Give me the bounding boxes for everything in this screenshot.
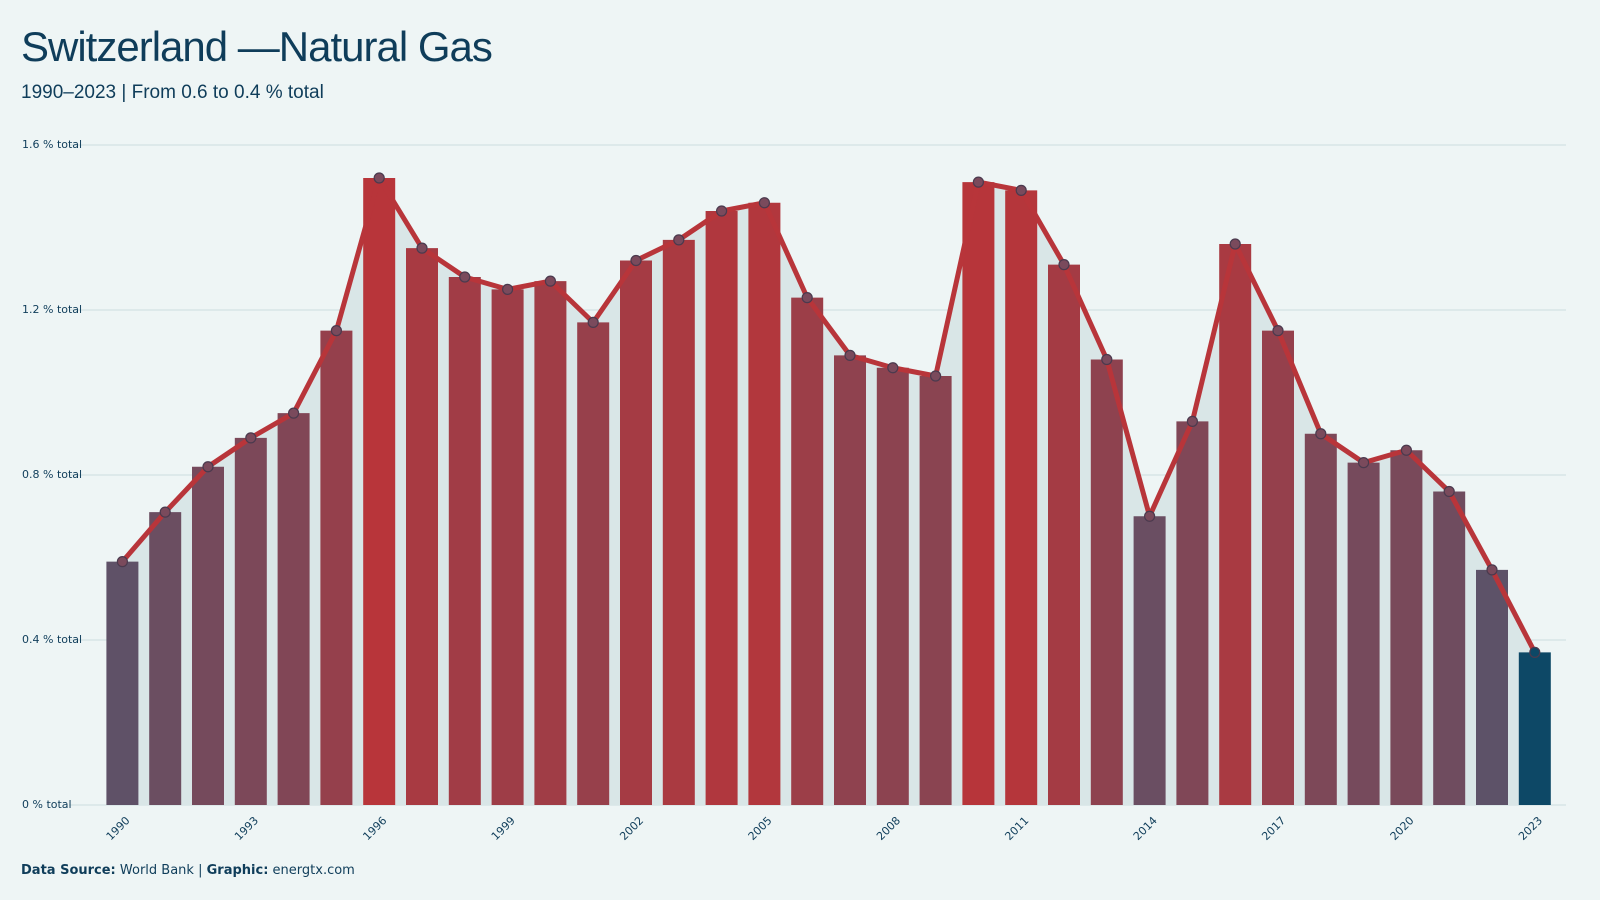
point xyxy=(288,407,300,419)
point xyxy=(1015,184,1027,196)
x-tick-label: 2011 xyxy=(1002,814,1031,843)
x-tick-label: 2002 xyxy=(617,814,646,843)
bar xyxy=(1433,491,1466,805)
bar xyxy=(1304,433,1337,805)
point xyxy=(715,205,728,217)
point xyxy=(1529,646,1541,658)
bar xyxy=(106,561,139,805)
x-tick-label: 2023 xyxy=(1516,814,1545,843)
bar xyxy=(662,239,695,805)
bar xyxy=(919,376,952,805)
bar xyxy=(1090,359,1123,805)
point xyxy=(459,271,471,283)
source: World Bank xyxy=(120,863,195,878)
graphic-label: Graphic: xyxy=(207,863,269,878)
bar xyxy=(149,512,182,805)
x-tick-label: 2017 xyxy=(1259,814,1288,843)
point xyxy=(929,370,942,382)
footer: Data Source: World Bank | Graphic: energ… xyxy=(21,863,355,878)
bar xyxy=(534,281,567,805)
point xyxy=(1357,457,1370,469)
point xyxy=(202,461,214,473)
bar xyxy=(363,178,396,805)
point xyxy=(416,242,428,254)
bar xyxy=(1219,244,1252,805)
y-tick-label: 0.8 % total xyxy=(22,468,82,481)
separator: | xyxy=(198,863,202,878)
point xyxy=(801,292,813,304)
point xyxy=(502,283,514,295)
bar xyxy=(834,355,866,805)
bar xyxy=(791,297,824,805)
point xyxy=(587,316,599,328)
bar xyxy=(1133,516,1166,805)
bar xyxy=(1347,462,1380,805)
point xyxy=(1101,353,1113,366)
x-tick-label: 2020 xyxy=(1388,814,1417,843)
chart-subtitle: 1990–2023 | From 0.6 to 0.4 % total xyxy=(21,82,324,103)
graphic: energtx.com xyxy=(273,863,355,878)
x-tick-label: 2008 xyxy=(874,814,903,843)
x-tick-label: 1996 xyxy=(360,814,389,843)
bar xyxy=(320,330,353,805)
point xyxy=(1143,510,1156,522)
point xyxy=(330,325,342,337)
point xyxy=(972,176,985,188)
point xyxy=(1400,444,1413,456)
bar xyxy=(1518,652,1551,805)
source-label: Data Source: xyxy=(21,863,116,878)
chart-title: Switzerland —Natural Gas xyxy=(21,23,492,70)
bar xyxy=(620,260,652,805)
bar xyxy=(876,367,909,805)
point xyxy=(373,172,385,184)
y-tick-label: 0 % total xyxy=(22,798,72,811)
point xyxy=(758,197,771,209)
bar xyxy=(1476,569,1508,805)
x-tick-label: 2005 xyxy=(746,814,775,843)
line xyxy=(120,175,1538,654)
point xyxy=(116,556,129,568)
bar xyxy=(577,322,610,805)
point xyxy=(887,362,899,374)
point xyxy=(1186,415,1199,427)
point xyxy=(630,254,642,267)
bar xyxy=(234,437,267,805)
y-tick-label: 1.6 % total xyxy=(22,138,82,151)
point xyxy=(1229,238,1241,250)
point xyxy=(673,234,685,246)
point xyxy=(1315,428,1327,440)
bar xyxy=(962,182,995,805)
point xyxy=(1058,259,1070,271)
x-tick-label: 1993 xyxy=(232,814,261,843)
point xyxy=(1486,564,1498,576)
bar xyxy=(705,211,738,805)
bar xyxy=(192,466,224,805)
bar xyxy=(1048,264,1080,805)
bar xyxy=(406,248,438,805)
y-tick-label: 1.2 % total xyxy=(22,303,82,316)
point xyxy=(1272,325,1284,337)
bar xyxy=(448,277,481,805)
bar xyxy=(748,202,781,805)
bar xyxy=(1390,450,1423,805)
bar xyxy=(1005,190,1038,805)
bar xyxy=(1176,421,1209,805)
x-tick-label: 1990 xyxy=(104,814,133,843)
bar xyxy=(1262,330,1294,805)
point xyxy=(844,349,856,361)
x-tick-label: 1999 xyxy=(489,814,518,843)
bar xyxy=(491,289,524,805)
y-tick-label: 0.4 % total xyxy=(22,633,82,646)
x-tick-label: 2014 xyxy=(1131,814,1160,843)
point xyxy=(159,506,171,518)
point xyxy=(1443,485,1455,498)
point xyxy=(245,432,257,444)
point xyxy=(544,275,557,287)
bar xyxy=(277,413,310,805)
